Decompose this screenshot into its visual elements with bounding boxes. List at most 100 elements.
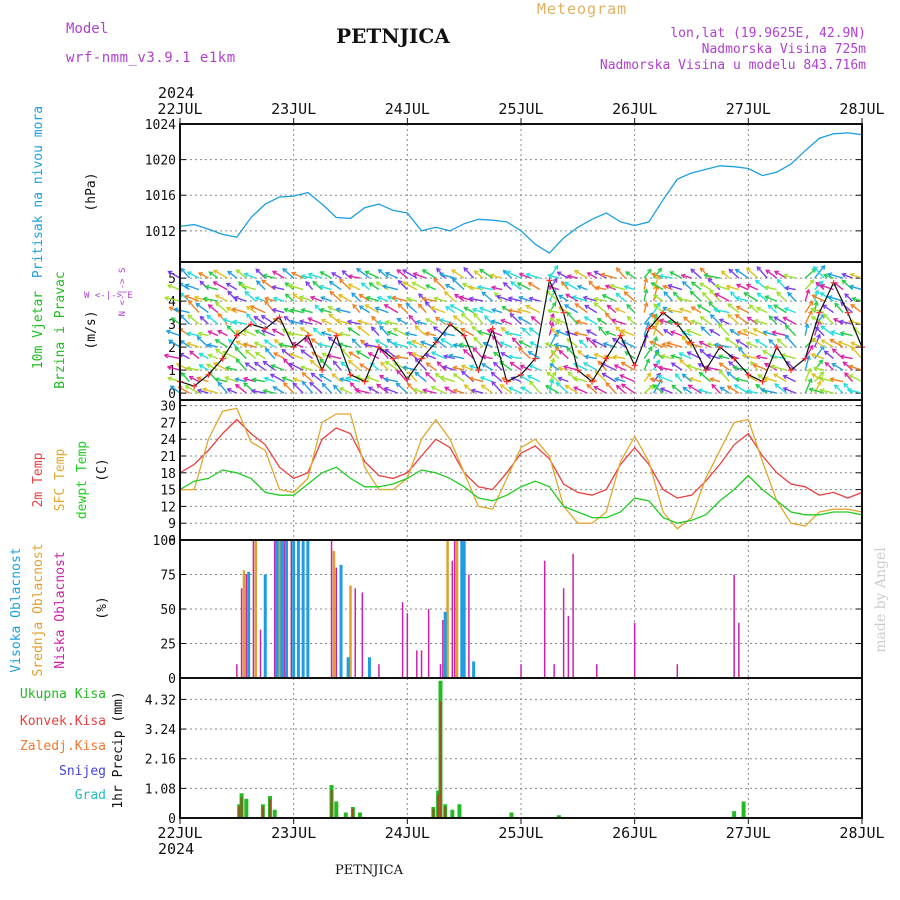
wind-arrow [365, 270, 380, 279]
wind-arrow [185, 284, 200, 291]
wind-arrow [727, 314, 740, 325]
wind-arrowhead [655, 359, 660, 365]
wind-arrow [243, 329, 257, 337]
wind-arrowhead [263, 296, 270, 302]
wind-arrowhead [500, 318, 506, 324]
wind-arrow [164, 354, 181, 360]
wind-arrowhead [699, 348, 705, 354]
wind-arrow [491, 320, 503, 325]
wind-arrowhead [499, 360, 505, 366]
wind-arrows [163, 264, 863, 395]
wind-arrow [525, 305, 541, 314]
wind-arrowhead [726, 371, 732, 377]
wind-arrowhead [530, 315, 536, 321]
wind-arrow [586, 329, 598, 337]
wind-arrowhead [186, 271, 192, 276]
wind-arrowhead [185, 365, 191, 372]
wind-arrow [649, 340, 664, 348]
cloud-title-mid: Srednja Oblacnost [31, 543, 46, 676]
wind-arrowhead [189, 350, 194, 356]
wind-arrow [254, 361, 266, 371]
wind-arrow [714, 293, 730, 302]
wind-arrowhead [614, 307, 620, 313]
wind-arrow [359, 305, 370, 314]
wind-arrowhead [301, 380, 307, 386]
wind-arrowhead [849, 272, 855, 278]
wind-arrow [605, 331, 616, 337]
wind-arrow [691, 306, 702, 314]
wind-arrow [584, 316, 598, 325]
wind-arrow [735, 378, 749, 383]
wind-arrowhead [623, 284, 629, 290]
wind-arrowhead [773, 316, 779, 321]
wind-arrowhead [593, 270, 599, 276]
wind-arrowhead [833, 318, 839, 323]
wind-arrow [215, 301, 228, 314]
total-precip-bar [272, 809, 277, 818]
wind-arrow [431, 351, 446, 360]
wind-arrow [321, 383, 333, 394]
wind-arrowhead [263, 376, 269, 382]
wind-arrow [408, 371, 418, 383]
wind-gust-marker [802, 355, 809, 362]
wind-arrowhead [249, 305, 255, 310]
wind-arrowhead [783, 307, 789, 312]
wind-arrowhead [706, 342, 712, 348]
wind-arrowhead [317, 342, 323, 348]
conv-precip-bar [238, 806, 241, 818]
wind-arrow [356, 350, 370, 360]
bottom-day-label: 28JUL [839, 824, 884, 842]
wind-arrow [435, 316, 446, 325]
wind-arrowhead [662, 284, 668, 290]
wind-arrowhead [312, 327, 318, 333]
low-cloud-bar [378, 664, 380, 678]
wind-arrowhead [271, 285, 277, 291]
wind-gust-marker [276, 314, 283, 321]
wind-arrowhead [335, 307, 341, 313]
wind-arrowhead [591, 339, 597, 344]
wind-arrow [651, 325, 664, 337]
wind-arrowhead [713, 342, 719, 348]
wind-arrow [548, 285, 560, 291]
wind-arrowhead [806, 367, 812, 373]
wind-arrowhead [301, 372, 307, 377]
wind-arrowhead [717, 323, 723, 329]
wind-arrow [500, 384, 512, 394]
wind-arrow [185, 385, 200, 394]
wind-arrow [226, 325, 238, 337]
wind-arrowhead [572, 376, 578, 382]
wind-arrow [168, 339, 181, 348]
wind-arrowhead [699, 282, 705, 288]
wind-arrowhead [217, 381, 223, 387]
wind-arrowhead [392, 341, 398, 347]
wind-arrow [366, 296, 380, 302]
wind-gust-marker [674, 321, 681, 328]
wind-arrowhead [519, 364, 525, 370]
wind-gust-marker [375, 344, 382, 351]
wind-arrowhead [411, 352, 417, 357]
wind-arrow [742, 354, 758, 360]
wind-arrowhead [473, 312, 479, 318]
low-cloud-bar [572, 553, 574, 678]
wind-arrow [567, 371, 579, 383]
wind-arrowhead [245, 313, 251, 318]
wind-arrow [454, 293, 465, 302]
wind-arrow [484, 315, 494, 325]
wind-arrow [285, 293, 295, 302]
wind-arrowhead [804, 322, 810, 329]
wind-arrowhead [604, 312, 610, 318]
wind-arrowhead [510, 376, 516, 382]
wind-arrowhead [615, 384, 621, 390]
wind-arrowhead [356, 319, 363, 325]
wind-arrow [661, 343, 673, 348]
wind-arrowhead [165, 329, 171, 335]
wind-arrow [195, 303, 209, 314]
wind-arrowhead [500, 352, 506, 357]
wind-arrow [735, 268, 749, 279]
wind-arrow [653, 294, 664, 302]
wind-arrowhead [841, 279, 847, 285]
wind-arrowhead [550, 327, 556, 333]
wind-arrow [611, 319, 626, 325]
temp-sfc-line [180, 407, 863, 530]
